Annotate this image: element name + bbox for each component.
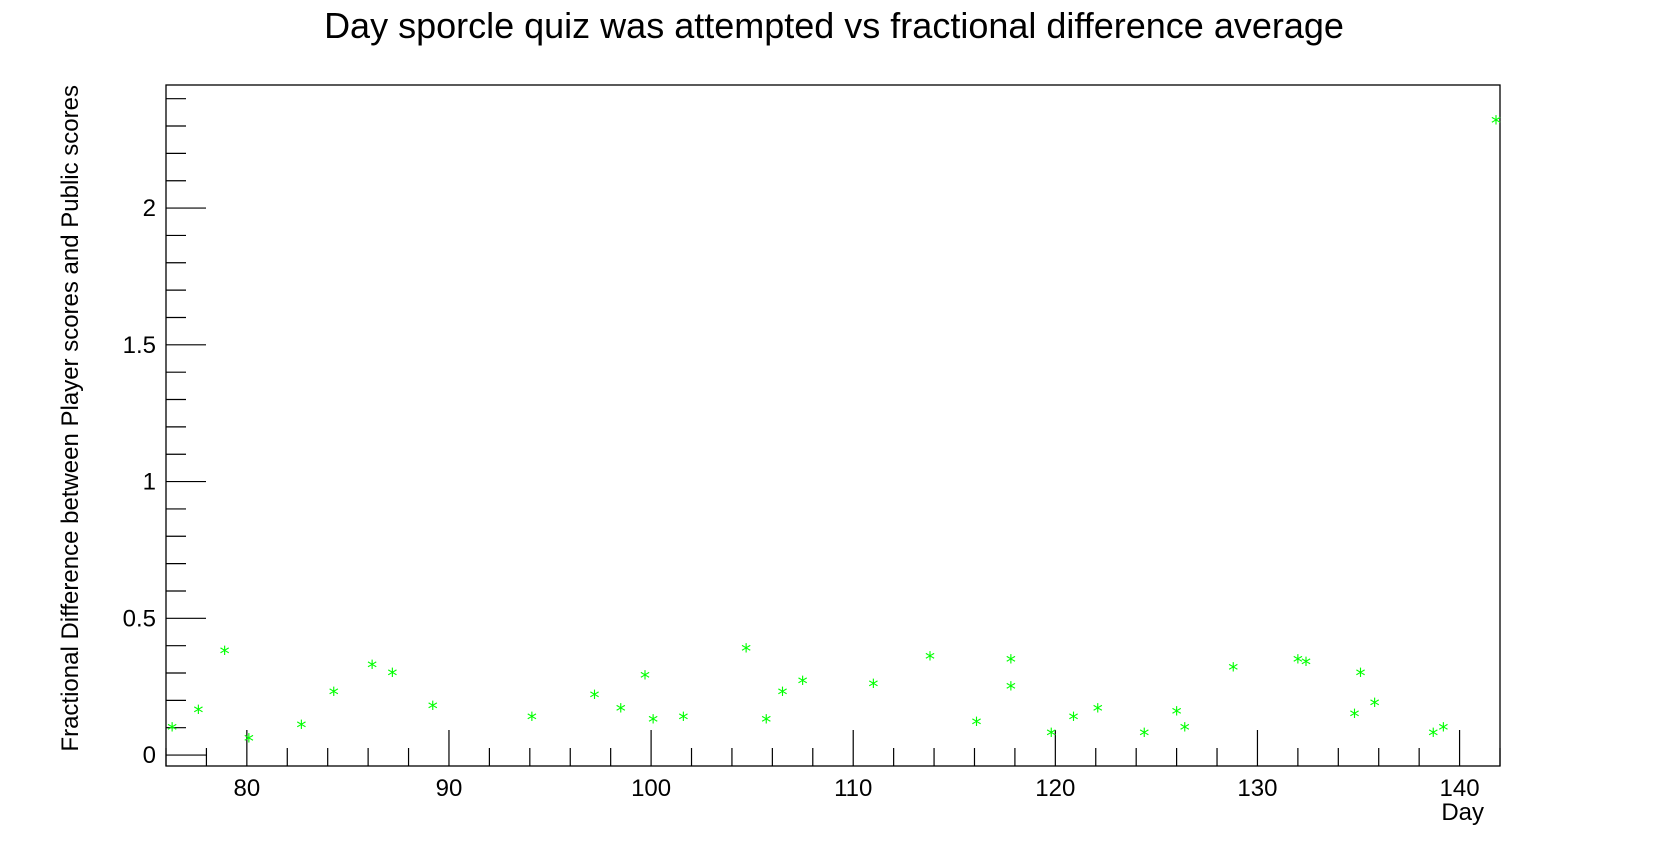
x-axis-label: Day bbox=[1441, 799, 1484, 826]
x-tick-label: 90 bbox=[436, 775, 463, 802]
data-point: * bbox=[972, 713, 982, 737]
x-tick-label: 100 bbox=[631, 775, 671, 802]
data-point: * bbox=[1046, 724, 1056, 748]
data-point: * bbox=[868, 675, 878, 699]
data-point: * bbox=[387, 664, 397, 688]
data-point: * bbox=[616, 700, 626, 724]
data-point: * bbox=[1139, 724, 1149, 748]
data-point: * bbox=[1006, 650, 1016, 674]
data-point: * bbox=[1356, 664, 1366, 688]
data-point: * bbox=[1180, 719, 1190, 743]
data-point: * bbox=[648, 711, 658, 735]
data-point: * bbox=[329, 683, 339, 707]
data-point: * bbox=[527, 708, 537, 732]
x-tick-label: 130 bbox=[1237, 775, 1277, 802]
data-point: * bbox=[925, 648, 935, 672]
data-point: * bbox=[296, 716, 306, 740]
data-point: * bbox=[367, 656, 377, 680]
data-point: * bbox=[640, 667, 650, 691]
data-point: * bbox=[798, 672, 808, 696]
y-axis-label: Fractional Difference between Player sco… bbox=[57, 85, 84, 752]
data-point: * bbox=[167, 719, 177, 743]
y-tick-label: 1 bbox=[143, 469, 156, 496]
x-tick-label: 140 bbox=[1440, 775, 1480, 802]
data-point: * bbox=[589, 686, 599, 710]
data-point: * bbox=[1069, 708, 1079, 732]
data-point: * bbox=[761, 711, 771, 735]
chart-title: Day sporcle quiz was attempted vs fracti… bbox=[324, 5, 1344, 46]
data-point: * bbox=[428, 697, 438, 721]
data-point: * bbox=[1428, 724, 1438, 748]
data-point: * bbox=[1293, 650, 1303, 674]
y-tick-label: 0 bbox=[143, 742, 156, 769]
data-point: * bbox=[1491, 112, 1501, 136]
data-point: * bbox=[193, 701, 203, 725]
data-point: * bbox=[244, 730, 254, 754]
data-point: * bbox=[1093, 700, 1103, 724]
data-point: * bbox=[1228, 659, 1238, 683]
plot-frame bbox=[165, 84, 1501, 767]
data-point: * bbox=[1349, 705, 1359, 729]
data-point: * bbox=[1006, 678, 1016, 702]
data-point: * bbox=[1172, 702, 1182, 726]
data-point: * bbox=[1438, 719, 1448, 743]
data-point: * bbox=[220, 642, 230, 666]
y-tick-label: 1.5 bbox=[123, 332, 156, 359]
data-point: * bbox=[1301, 653, 1311, 677]
data-points: * * * * * * * * * * * * * * * * * * * * * * * * * * * * * * * * * * * * * * * bbox=[167, 112, 1501, 754]
data-point: * bbox=[741, 639, 751, 663]
x-tick-label: 80 bbox=[233, 775, 260, 802]
y-tick-label: 0.5 bbox=[123, 605, 156, 632]
data-point: * bbox=[678, 708, 688, 732]
x-tick-label: 120 bbox=[1035, 775, 1075, 802]
data-point: * bbox=[1370, 694, 1380, 718]
plot-axes: 80 90 100 110 120 130 140 0 0.5 1 1.5 2 bbox=[123, 84, 1501, 802]
data-point: * bbox=[777, 683, 787, 707]
y-tick-label: 2 bbox=[143, 195, 156, 222]
x-tick-label: 110 bbox=[834, 775, 872, 802]
